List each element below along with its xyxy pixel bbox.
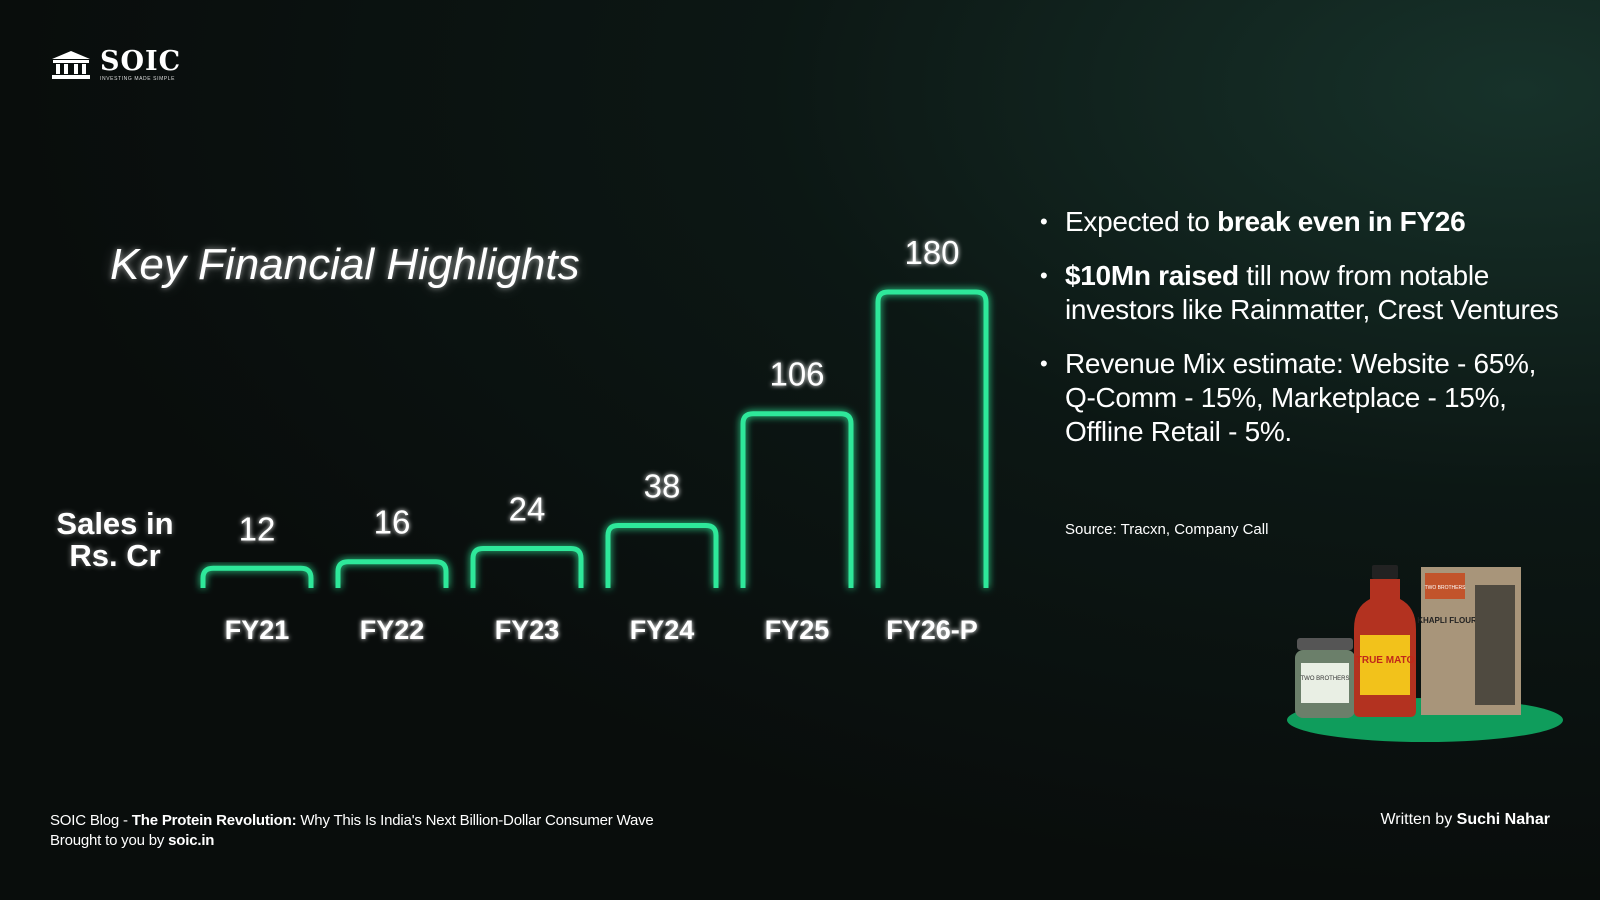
jar-brand-label: TWO BROTHERS [1301, 676, 1350, 682]
source-note: Source: Tracxn, Company Call [1065, 521, 1269, 538]
brought-line: Brought to you by soic.in [50, 832, 215, 849]
highlight-item: $10Mn raised till now from notable inves… [1040, 259, 1560, 327]
x-tick-label: FY22 [360, 615, 425, 645]
brand-tagline: INVESTING MADE SIMPLE [100, 76, 176, 82]
y-axis-label: Sales in Rs. Cr [56, 506, 174, 573]
highlight-item: Revenue Mix estimate: Website - 65%, Q-C… [1040, 347, 1560, 449]
highlights-list: Expected to break even in FY26 $10Mn rai… [1040, 205, 1560, 469]
products-illustration: TWO BROTHERS TRUE MATO TWO BROTHERS KHAP… [1287, 565, 1563, 742]
bottle-image: TRUE MATO [1354, 565, 1416, 717]
x-tick-label: FY26-P [886, 615, 978, 645]
bar-value-label: 24 [509, 491, 546, 528]
bar-fy22 [335, 559, 449, 588]
blog-line: SOIC Blog - The Protein Revolution: Why … [50, 812, 654, 829]
x-tick-label: FY23 [495, 615, 560, 645]
bar-value-label: 16 [374, 504, 411, 541]
bar-value-label: 38 [644, 468, 681, 505]
x-tick-label: FY24 [630, 615, 695, 645]
soic-logo: SOIC INVESTING MADE SIMPLE [50, 48, 181, 82]
bar-value-label: 180 [904, 234, 959, 271]
bar-fy25 [740, 411, 854, 588]
bank-building-icon [52, 51, 90, 79]
bar-value-label: 12 [239, 510, 276, 547]
bar-fy21 [200, 565, 314, 588]
bar-fy23 [470, 546, 584, 588]
footer-blog-credit: SOIC Blog - The Protein Revolution: Why … [50, 811, 654, 851]
chart-title: Key Financial Highlights [110, 240, 580, 289]
author-credit: Written by Suchi Nahar [1380, 811, 1550, 828]
highlight-item: Expected to break even in FY26 [1040, 205, 1560, 239]
jar-image: TWO BROTHERS [1295, 638, 1355, 718]
brand-name: SOIC [100, 46, 182, 77]
bar-fy26-p [875, 289, 989, 588]
sales-bar-chart: 12 FY21 16 FY22 24 FY23 38 FY24 106 FY25 180 FY26-P [188, 234, 998, 645]
bottle-label: TRUE MATO [1356, 655, 1415, 666]
bar-value-label: 106 [769, 356, 824, 393]
x-tick-label: FY25 [765, 615, 830, 645]
site-link[interactable]: soic.in [168, 832, 215, 849]
bag-label: KHAPLI FLOUR [1417, 616, 1477, 625]
bar-fy24 [605, 523, 719, 588]
x-tick-label: FY21 [225, 615, 290, 645]
bag-brand-label: TWO BROTHERS [1425, 585, 1466, 591]
flour-bag-image: TWO BROTHERS KHAPLI FLOUR [1417, 567, 1521, 715]
